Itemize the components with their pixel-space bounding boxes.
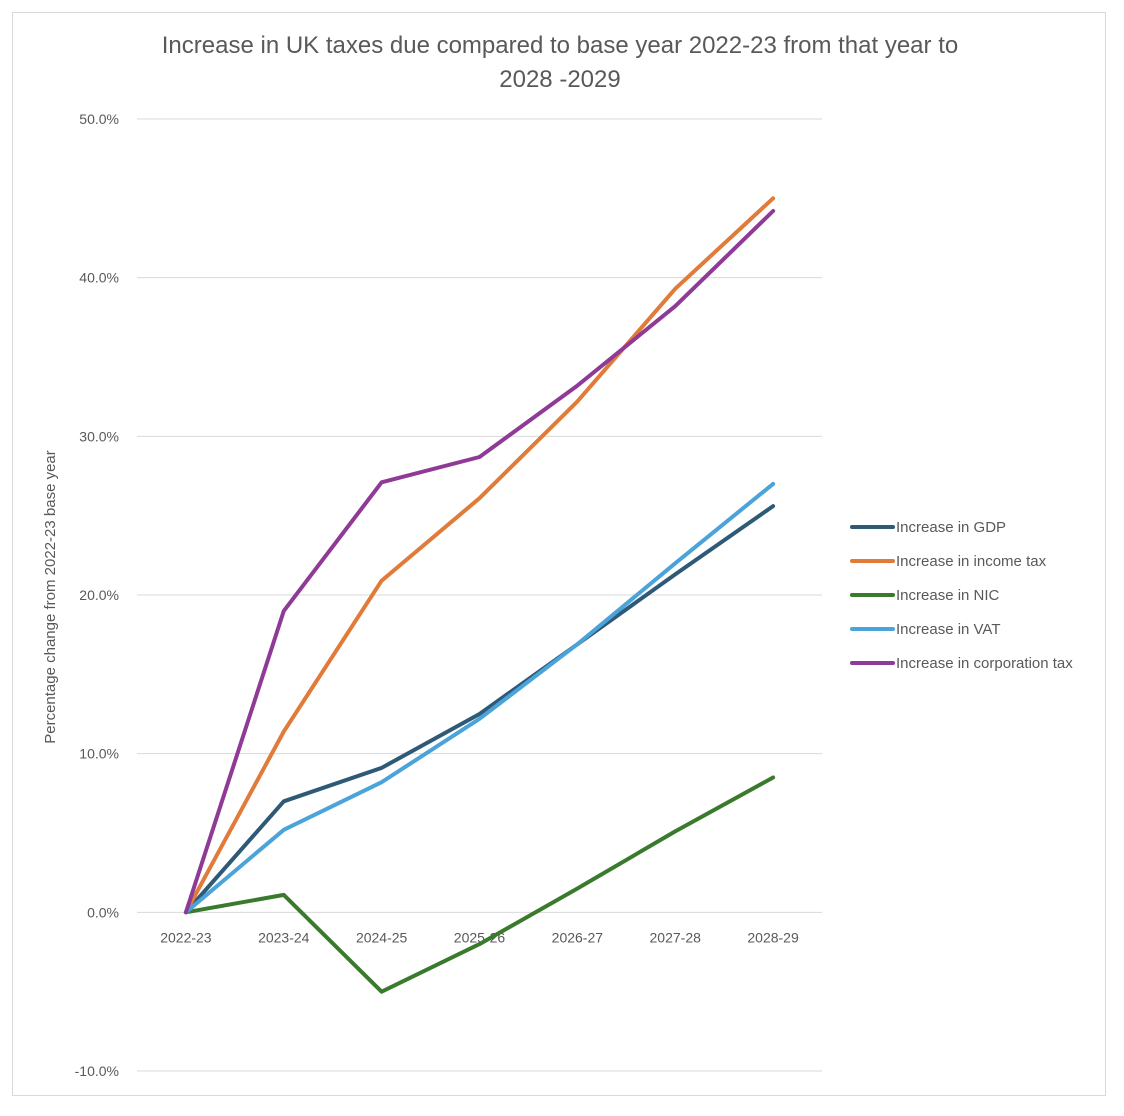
y-tick-label: 30.0%: [79, 428, 119, 444]
series-line-4: [183, 209, 776, 915]
series-line-2: [183, 775, 776, 994]
legend-label: Increase in income tax: [896, 553, 1047, 570]
chart-title: Increase in UK taxes due compared to bas…: [162, 32, 958, 93]
legend-label: Increase in GDP: [896, 519, 1006, 536]
legend-item: Increase in income tax: [850, 553, 1047, 570]
series-line-3: [183, 481, 776, 915]
y-tick-label: 50.0%: [79, 111, 119, 127]
legend-item: Increase in GDP: [850, 519, 1006, 536]
series-line-0: [183, 504, 776, 915]
y-axis-title: Percentage change from 2022-23 base year: [42, 450, 59, 744]
legend: Increase in GDP Increase in income tax Inc…: [850, 519, 1073, 672]
chart-title-line-1: Increase in UK taxes due compared to bas…: [162, 32, 958, 59]
y-tick-label: 10.0%: [79, 746, 119, 762]
y-tick-label: 20.0%: [79, 587, 119, 603]
x-tick-label: 2025-26: [454, 929, 506, 945]
legend-item: Increase in NIC: [850, 587, 1000, 604]
x-axis-ticks: 2022-23 2023-24 2024-25 2025-26 2026-27 2027-…: [160, 929, 799, 945]
x-tick-label: 2027-28: [650, 929, 702, 945]
legend-label: Increase in VAT: [896, 621, 1001, 638]
x-tick-label: 2023-24: [258, 929, 310, 945]
series-lines: [183, 196, 776, 994]
legend-label: Increase in NIC: [896, 587, 1000, 604]
y-axis-ticks: -10.0% 0.0% 10.0% 20.0% 30.0% 40.0% 50.0%: [75, 111, 119, 1079]
legend-item: Increase in corporation tax: [850, 655, 1073, 672]
chart-frame: [12, 12, 1106, 1096]
legend-label: Increase in corporation tax: [896, 655, 1073, 672]
legend-item: Increase in VAT: [850, 621, 1001, 638]
y-tick-label: 0.0%: [87, 904, 119, 920]
gridlines: [137, 118, 822, 1072]
x-tick-label: 2022-23: [160, 929, 212, 945]
x-tick-label: 2028-29: [747, 929, 799, 945]
chart-title-line-2: 2028 -2029: [499, 66, 620, 93]
x-tick-label: 2024-25: [356, 929, 408, 945]
series-line-1: [183, 196, 776, 915]
x-tick-label: 2026-27: [552, 929, 604, 945]
y-tick-label: 40.0%: [79, 270, 119, 286]
y-tick-label: -10.0%: [75, 1063, 119, 1079]
